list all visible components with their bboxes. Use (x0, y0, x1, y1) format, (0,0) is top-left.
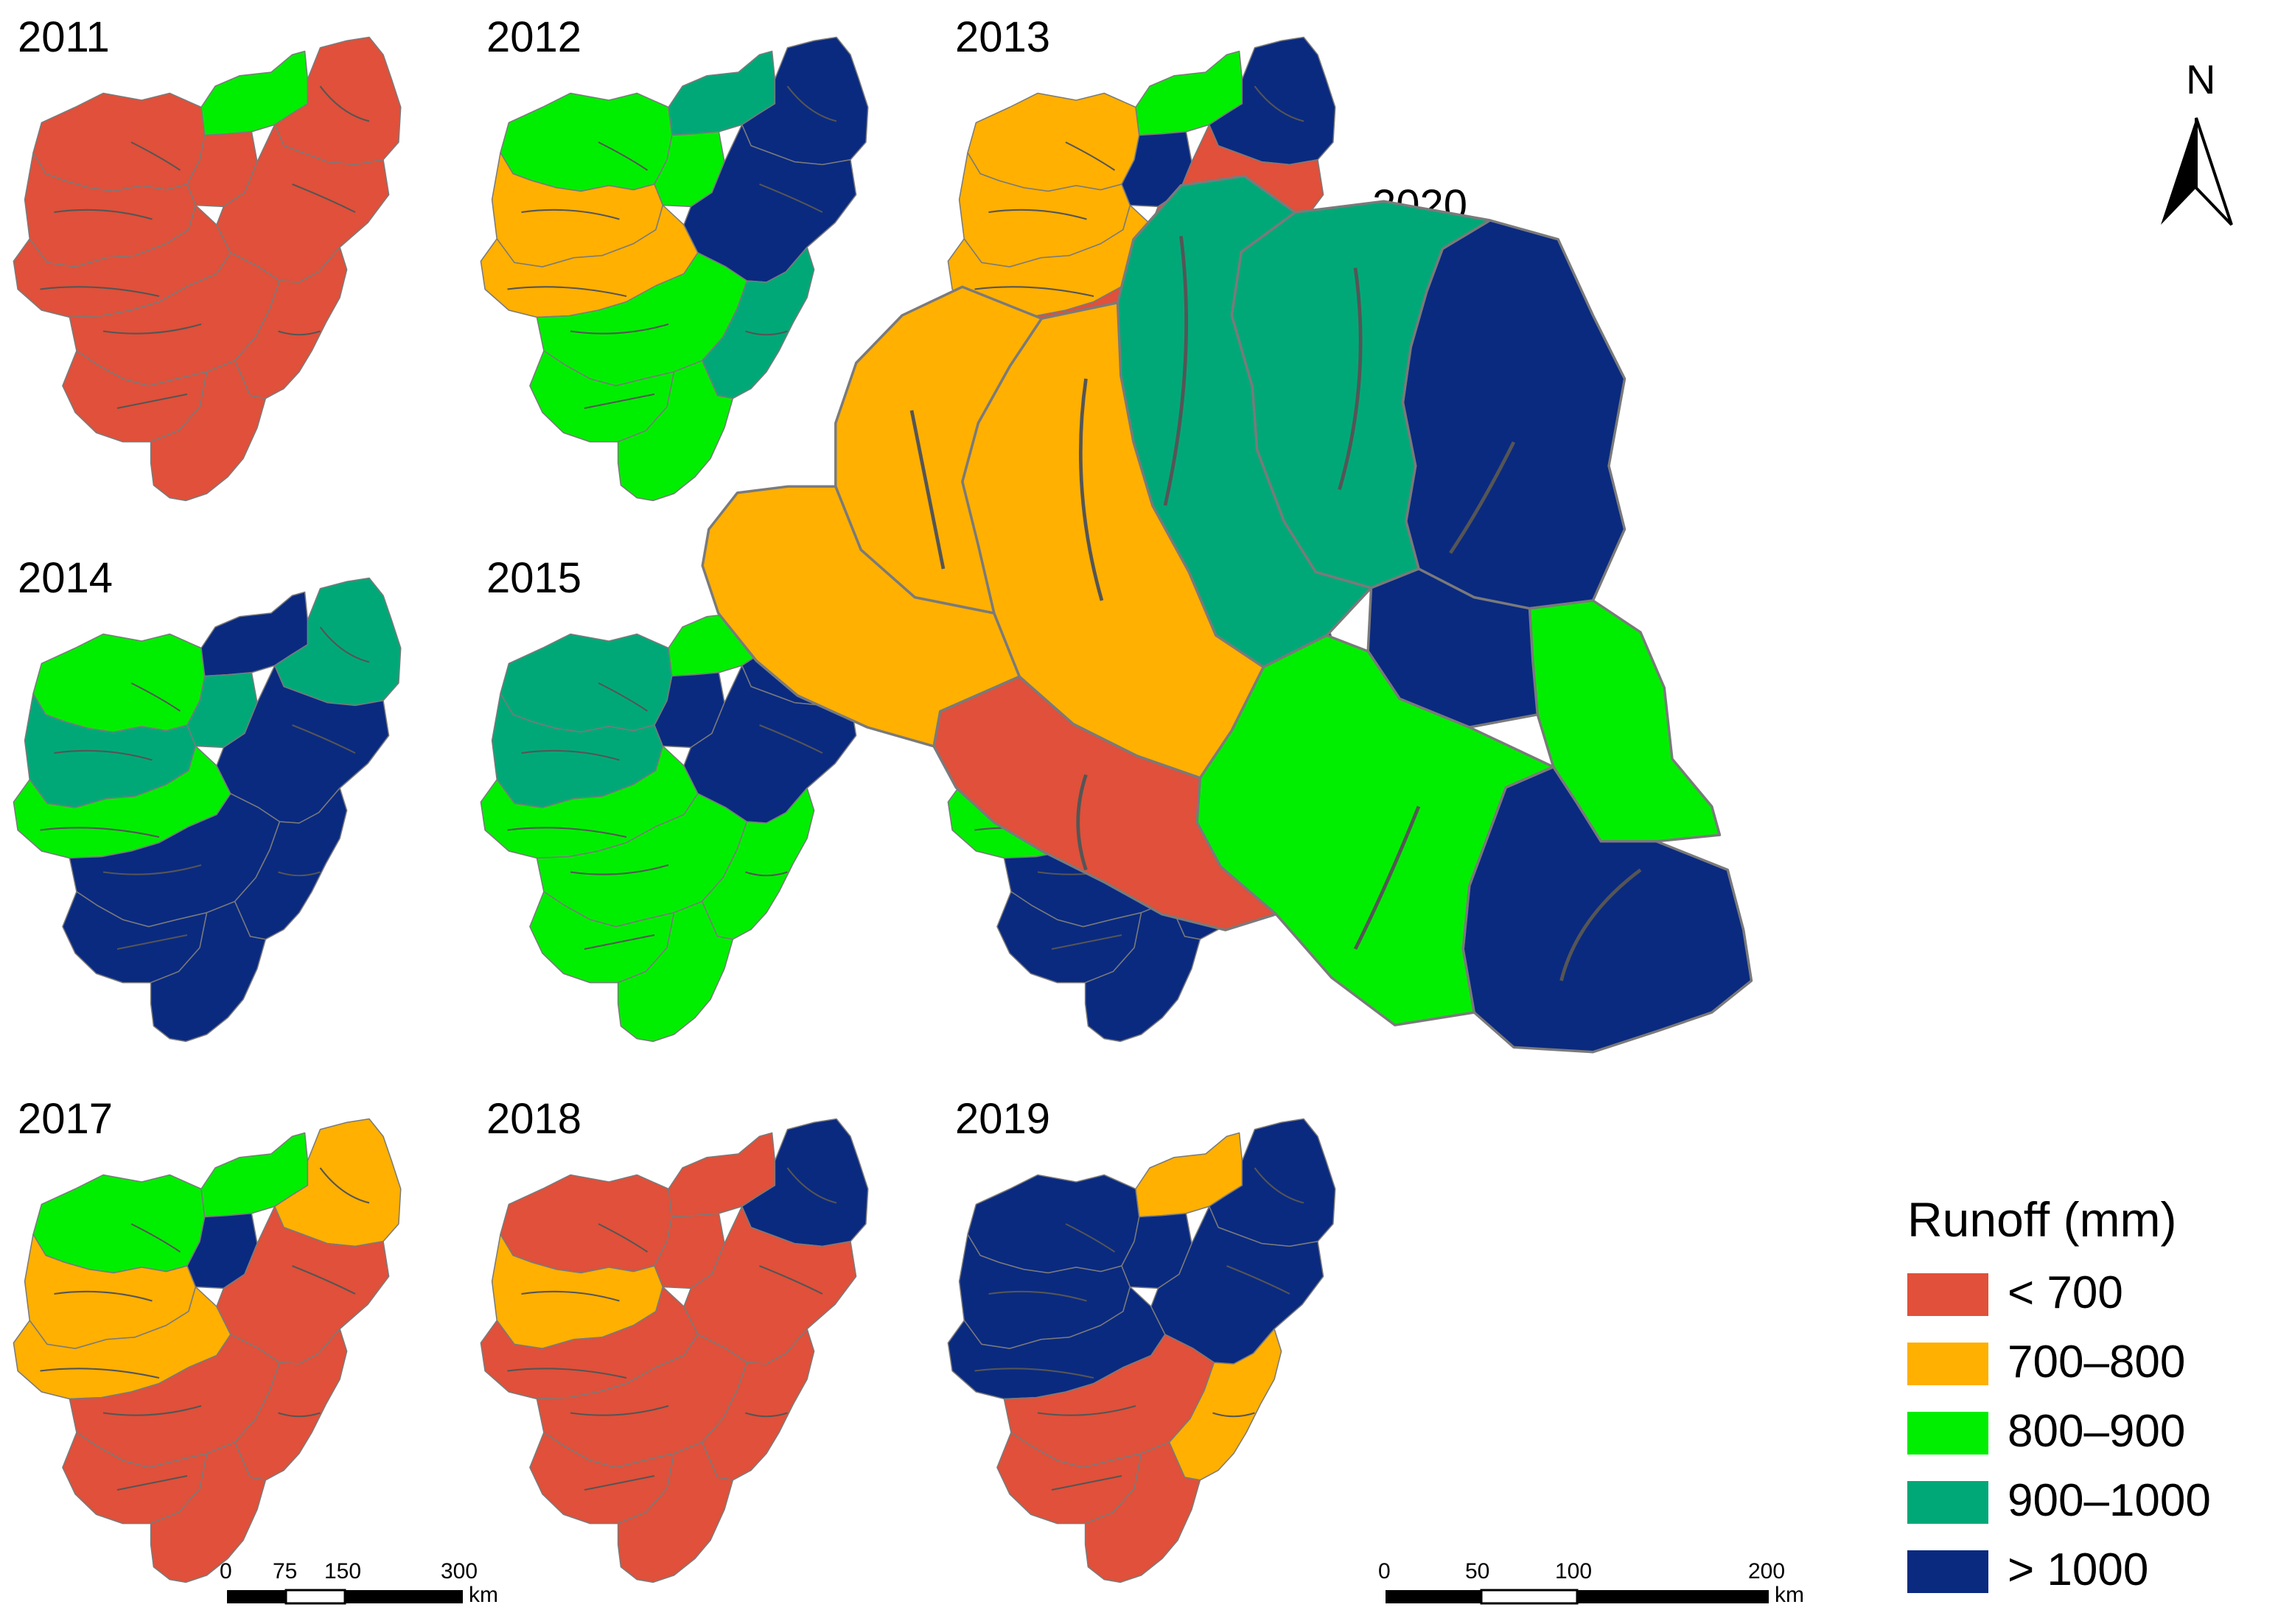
runoff-zone (32, 92, 206, 192)
runoff-zone (234, 787, 348, 940)
north-arrow-icon (2161, 117, 2233, 226)
map-year-label-2012: 2012 (486, 13, 582, 61)
scale-bar-large (1386, 1589, 1769, 1605)
scale-tick-label: 100 (1555, 1559, 1593, 1583)
scale-tick-label: 50 (1465, 1559, 1490, 1583)
runoff-zone (500, 92, 673, 192)
legend-label: 900–1000 (2008, 1475, 2211, 1526)
runoff-zone (150, 360, 267, 502)
map-year-label-2015: 2015 (486, 554, 582, 602)
runoff-zone (500, 1174, 673, 1274)
legend-swatch (1907, 1273, 1988, 1316)
legend-label: > 1000 (2008, 1544, 2149, 1595)
scale-unit-label: km (1775, 1583, 1804, 1607)
scale-tick-label: 200 (1748, 1559, 1786, 1583)
runoff-zone (234, 1328, 348, 1481)
scale-tick-label: 75 (273, 1559, 298, 1583)
scale-tick-label: 0 (220, 1559, 232, 1583)
runoff-map-2011 (13, 36, 402, 502)
map-year-label-2019: 2019 (955, 1095, 1051, 1143)
runoff-zone (1401, 219, 1627, 610)
map-year-label-2011: 2011 (18, 13, 110, 61)
runoff-zone (701, 787, 815, 940)
runoff-zone (967, 1174, 1140, 1274)
scale-bar-small (227, 1589, 463, 1605)
runoff-zone (1084, 1441, 1201, 1583)
map-year-label-2018: 2018 (486, 1095, 582, 1143)
scale-unit-label: km (469, 1583, 498, 1607)
runoff-map-2012 (480, 36, 869, 502)
legend-label: 700–800 (2008, 1337, 2186, 1387)
runoff-zone (701, 485, 1021, 748)
runoff-zone (967, 92, 1140, 192)
runoff-zone (150, 900, 267, 1043)
map-year-label-2013: 2013 (955, 13, 1051, 61)
runoff-zone (701, 1328, 815, 1481)
scale-tick-label: 150 (324, 1559, 362, 1583)
runoff-zone (701, 246, 815, 399)
runoff-zone (32, 1174, 206, 1274)
map-year-label-2017: 2017 (18, 1095, 113, 1143)
scale-tick-label: 0 (1378, 1559, 1391, 1583)
runoff-map-2018 (480, 1118, 869, 1583)
runoff-map-2017 (13, 1118, 402, 1583)
legend-swatch (1907, 1343, 1988, 1385)
runoff-zone (234, 246, 348, 399)
legend-title: Runoff (mm) (1907, 1192, 2177, 1247)
runoff-map-2014 (13, 577, 402, 1043)
legend-swatch (1907, 1481, 1988, 1524)
legend-label: < 700 (2008, 1267, 2123, 1318)
runoff-map-2020 (701, 175, 1753, 1054)
north-arrow-label: N (2186, 56, 2216, 102)
runoff-zone (1168, 1328, 1282, 1481)
scale-tick-label: 300 (441, 1559, 478, 1583)
runoff-map-2019 (947, 1118, 1336, 1583)
runoff-zone (150, 1441, 267, 1583)
legend-swatch (1907, 1412, 1988, 1455)
runoff-zone (617, 360, 734, 502)
legend-swatch (1907, 1550, 1988, 1593)
map-year-label-2014: 2014 (18, 554, 113, 602)
runoff-zone (617, 900, 734, 1043)
runoff-zone (1084, 900, 1201, 1043)
legend-label: 800–900 (2008, 1406, 2186, 1457)
runoff-zone (932, 675, 1278, 931)
runoff-zone (500, 633, 673, 733)
runoff-zone (32, 633, 206, 733)
runoff-zone (617, 1441, 734, 1583)
